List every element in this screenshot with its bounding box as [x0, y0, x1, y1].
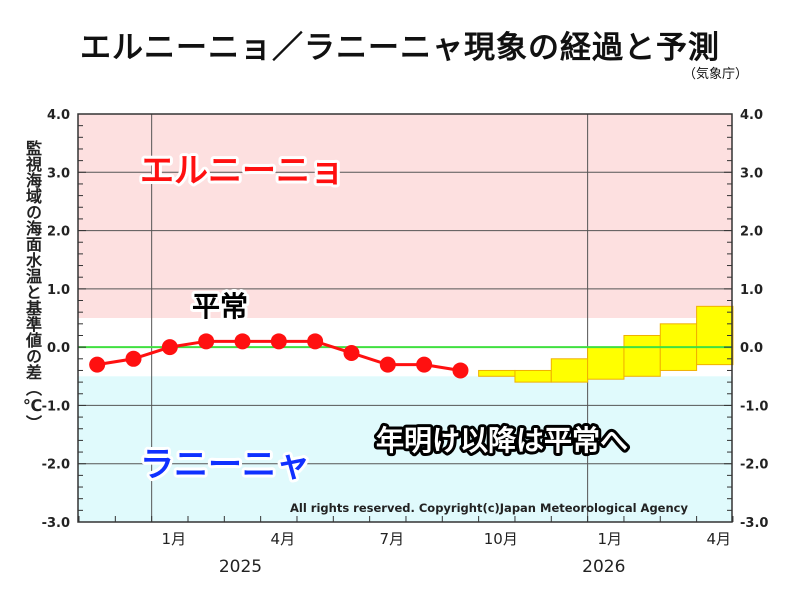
plot-frame	[77, 113, 733, 523]
y-tick-label-left: -1.0	[42, 399, 70, 414]
y-tick-label-right: 0.0	[740, 341, 763, 356]
forecast-box	[550, 358, 589, 383]
copyright-label: All rights reserved. Copyright(c)Japan M…	[290, 501, 688, 515]
observed-point	[161, 339, 178, 356]
x-tick-label: 4月	[707, 530, 732, 548]
y-tick-label-left: -2.0	[42, 458, 70, 473]
observed-point	[234, 333, 251, 350]
year-label: 2025	[219, 557, 262, 577]
y-tick-label-left: 0.0	[47, 341, 70, 356]
x-tick-label: 1月	[598, 530, 623, 548]
y-tick-label-left: 3.0	[47, 166, 70, 181]
y-tick-label-left: 4.0	[47, 108, 70, 123]
y-tick-label-left: -3.0	[42, 516, 70, 531]
y-tick-label-right: 4.0	[740, 108, 763, 123]
el-nino-label: エルニーニョ	[140, 151, 344, 191]
y-axis-label: 監視海域の海面水温と基準値の差（℃）	[23, 140, 42, 431]
forecast-box	[696, 305, 734, 366]
forecast-box	[587, 346, 625, 380]
y-tick-label-right: -1.0	[740, 399, 768, 414]
observed-point	[198, 333, 215, 350]
y-tick-label-right: 2.0	[740, 225, 763, 240]
y-tick-label-right: 1.0	[740, 283, 763, 298]
y-tick-label-right: -3.0	[740, 516, 768, 531]
forecast-box	[478, 369, 516, 377]
observed-point	[125, 350, 142, 367]
x-tick-label: 4月	[271, 530, 296, 548]
observed-point	[416, 356, 433, 373]
el-nino-band	[78, 114, 732, 318]
chart-title: エルニーニョ／ラニーニャ現象の経過と予測	[80, 30, 720, 66]
observed-point	[452, 362, 469, 379]
normal-label: 平常	[192, 290, 248, 323]
y-tick-label-left: 2.0	[47, 225, 70, 240]
observed-point	[270, 333, 287, 350]
forecast-box	[623, 334, 661, 377]
source-label: （気象庁）	[682, 67, 748, 82]
message-label: 年明け以降は平常へ	[376, 424, 628, 457]
x-tick-label: 10月	[484, 530, 518, 548]
forecast-box	[514, 369, 552, 383]
observed-point	[307, 333, 324, 350]
year-label: 2026	[582, 557, 625, 577]
observed-point	[379, 356, 396, 373]
observed-point	[89, 356, 106, 373]
observed-point	[343, 344, 360, 361]
y-tick-label-right: 3.0	[740, 166, 763, 181]
la-nina-label: ラニーニャ	[140, 445, 310, 485]
y-tick-label-left: 1.0	[47, 283, 70, 298]
x-tick-label: 1月	[162, 530, 187, 548]
y-tick-label-right: -2.0	[740, 458, 768, 473]
la-nina-band	[78, 376, 732, 522]
x-tick-label: 7月	[380, 530, 405, 548]
